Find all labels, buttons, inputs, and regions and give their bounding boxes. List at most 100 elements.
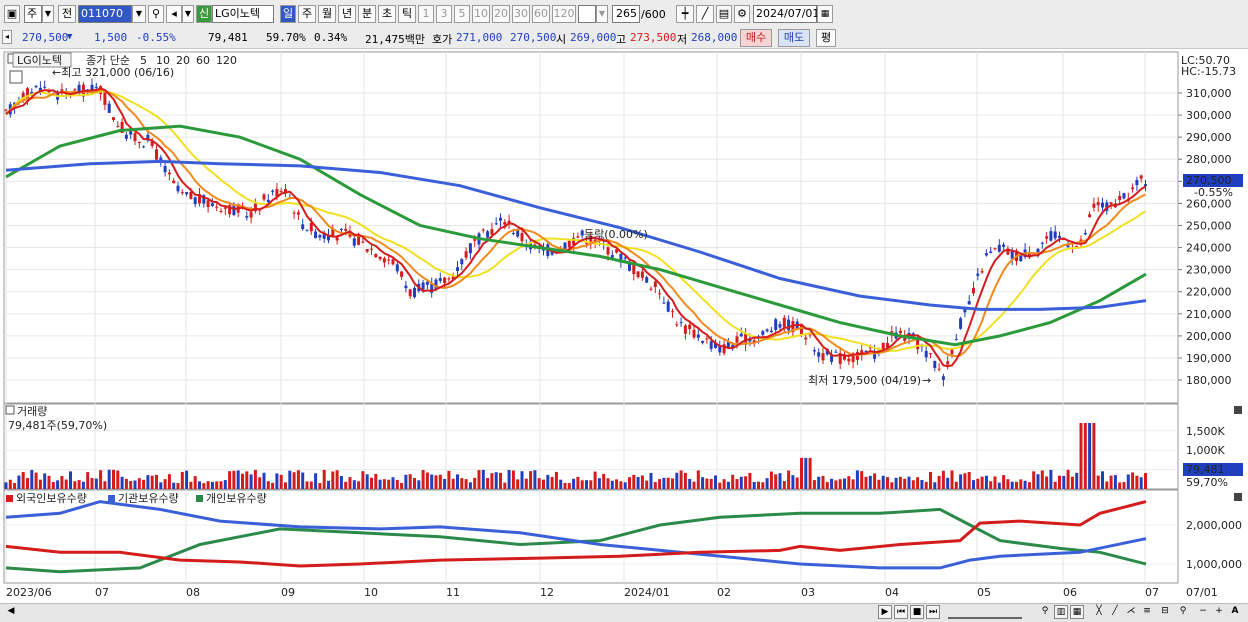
fib-tool-icon[interactable]: ≡	[1143, 606, 1151, 616]
volume-bar	[262, 472, 266, 489]
period-year-button[interactable]: 년	[338, 5, 356, 23]
volume-bar	[30, 469, 34, 489]
period-week-button[interactable]: 주	[298, 5, 316, 23]
interval-5-button[interactable]: 5	[454, 5, 470, 23]
volume-bar	[486, 477, 490, 489]
candle-body	[929, 353, 932, 355]
volume-last-pct: 59,70%	[1186, 476, 1228, 489]
new-badge[interactable]: 신	[196, 5, 212, 23]
period-month-button[interactable]: 월	[318, 5, 336, 23]
holding-panel[interactable]	[3, 489, 1179, 584]
crosshair-icon[interactable]: ╳	[1096, 606, 1102, 616]
font-size-icon[interactable]: A	[1231, 606, 1239, 616]
buy-button[interactable]: 매수	[740, 29, 772, 47]
clear-tool-icon[interactable]: ⊟	[1161, 606, 1169, 616]
scroll-stop-icon[interactable]: ■	[910, 605, 924, 619]
speaker-dropdown-icon[interactable]: ▼	[182, 5, 194, 23]
volume-bar	[997, 482, 1001, 489]
chart-layout-icon[interactable]: ▣	[4, 5, 20, 23]
minus-icon[interactable]: −	[1199, 606, 1207, 616]
stock-code-input[interactable]: 011070	[78, 5, 132, 23]
volume-bar	[129, 481, 133, 489]
speaker-icon[interactable]: ◂	[166, 5, 182, 23]
interval-20-button[interactable]: 20	[492, 5, 510, 23]
period-day-button[interactable]: 일	[280, 5, 296, 23]
zoom-out-icon[interactable]: ⚲	[1179, 606, 1187, 616]
draw-tool-icon[interactable]: ╱	[696, 5, 714, 23]
holding-panel-close-icon[interactable]	[1234, 493, 1242, 501]
volume-panel[interactable]	[3, 403, 1179, 490]
line-tool-icon[interactable]: ╱	[1112, 606, 1118, 616]
price-tick-label: 240,000	[1186, 242, 1232, 255]
chart-scrollbar[interactable]: ◀ ▶ ⏮ ■ ⏭ ⚲ ▥ ▦ ╳ ╱ ⋌ ≡ ⊟ ⚲ − + A	[0, 603, 1248, 622]
volume-bar	[735, 479, 739, 489]
candle-body	[43, 86, 47, 88]
interval-60-button[interactable]: 60	[532, 5, 550, 23]
volume-bar	[64, 479, 68, 489]
search-icon[interactable]: ⚲	[148, 5, 164, 23]
candle-body	[701, 341, 705, 343]
trend-tool-icon[interactable]: ⋌	[1126, 606, 1136, 616]
date-input[interactable]: 2024/07/01	[753, 5, 819, 23]
volume-bar	[215, 481, 219, 489]
scroll-next-icon[interactable]: ⏭	[926, 605, 940, 619]
split-view-icon[interactable]: ▥	[1054, 605, 1068, 619]
interval-10-button[interactable]: 10	[472, 5, 490, 23]
volume-bar	[946, 477, 950, 489]
interval-3-button[interactable]: 3	[436, 5, 452, 23]
zoom-slider[interactable]	[948, 607, 1022, 619]
interval-120-button[interactable]: 120	[552, 5, 576, 23]
count-input[interactable]: 265	[612, 5, 640, 23]
x-axis-label: 03	[801, 586, 815, 599]
zoom-search-icon[interactable]: ⚲	[1041, 606, 1049, 616]
grid-view-icon[interactable]: ▦	[1070, 605, 1084, 619]
candle-body	[774, 319, 778, 330]
scroll-first-icon[interactable]: ▶	[878, 605, 892, 619]
candle-body	[322, 234, 326, 239]
candle-body	[640, 271, 644, 278]
candle-body	[838, 353, 842, 364]
candle-body	[782, 317, 786, 328]
period-second-button[interactable]: 초	[378, 5, 396, 23]
volume-bar	[623, 482, 627, 489]
quote-toggle-icon[interactable]: ◂	[2, 30, 12, 44]
volume-bar	[851, 479, 855, 489]
candle-body	[30, 91, 34, 96]
period-tick-button[interactable]: 틱	[398, 5, 416, 23]
plus-icon[interactable]: +	[1215, 606, 1223, 616]
legend-ma60: 60	[196, 54, 210, 67]
sell-button[interactable]: 매도	[778, 29, 810, 47]
chart-svg[interactable]: LG이노텍 종가 단순 5 10 20 60 120 ←최고 321,000 (…	[0, 49, 1248, 604]
x-axis-label: 02	[717, 586, 731, 599]
evaluate-button[interactable]: 평	[816, 29, 836, 47]
chart-area[interactable]: LG이노텍 종가 단순 5 10 20 60 120 ←최고 321,000 (…	[0, 49, 1248, 604]
candle-body	[387, 259, 391, 261]
chart-select-icon[interactable]	[9, 70, 23, 84]
candle-body	[804, 337, 808, 340]
save-icon[interactable]: ▤	[716, 5, 732, 23]
volume-bar	[1032, 471, 1036, 489]
volume-bar	[451, 478, 455, 489]
volume-menu-icon[interactable]	[5, 405, 15, 415]
scroll-prev-icon[interactable]: ⏮	[894, 605, 908, 619]
gear-icon[interactable]: ⚙	[734, 5, 750, 23]
period-minute-button[interactable]: 분	[358, 5, 376, 23]
prev-button[interactable]: 전	[58, 5, 76, 23]
interval-dropdown-icon[interactable]: ▼	[596, 5, 608, 23]
candle-body	[198, 194, 201, 204]
code-dropdown-icon[interactable]: ▼	[132, 5, 146, 23]
market-select[interactable]: 주	[24, 5, 42, 23]
interval-custom-field[interactable]	[578, 5, 596, 23]
candle-body	[408, 289, 412, 297]
candle-type-icon[interactable]: ┿	[676, 5, 694, 23]
interval-30-button[interactable]: 30	[512, 5, 530, 23]
market-dropdown-icon[interactable]: ▼	[42, 5, 54, 23]
calendar-icon[interactable]: ▦	[817, 5, 833, 23]
stock-name-field[interactable]: LG이노텍	[212, 5, 274, 23]
interval-1-button[interactable]: 1	[418, 5, 434, 23]
candle-body	[172, 180, 176, 184]
volume-bar	[1027, 482, 1031, 489]
volume-panel-close-icon[interactable]	[1234, 406, 1242, 414]
scroll-left-icon[interactable]: ◀	[7, 606, 15, 616]
price-panel[interactable]	[3, 51, 1179, 404]
